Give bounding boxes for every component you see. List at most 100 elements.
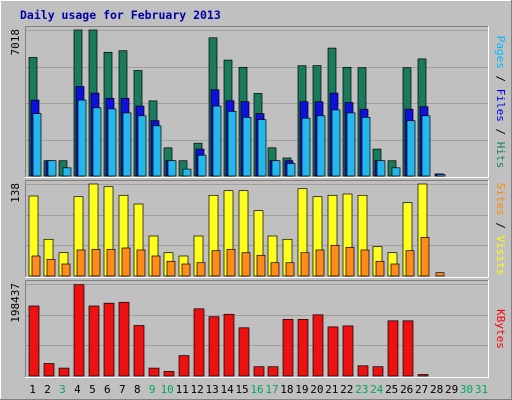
- bar-pages-day-26: [406, 120, 416, 177]
- x-tick-label-day-15: 15: [235, 383, 248, 396]
- x-tick-label-day-6: 6: [104, 383, 111, 396]
- bar-pages-day-16: [257, 119, 267, 177]
- bar-sites-day-15: [241, 252, 251, 277]
- bar-kbytes-day-25: [387, 320, 399, 377]
- bar-kbytes-day-2: [43, 363, 55, 377]
- bar-kbytes-day-20: [312, 314, 324, 377]
- bar-pages-day-4: [77, 99, 87, 177]
- panel-top: 7018 Pages / Files / Hits: [9, 26, 507, 178]
- bar-sites-day-25: [390, 263, 400, 277]
- bar-kbytes-day-11: [178, 355, 190, 377]
- bar-pages-day-9: [152, 125, 162, 177]
- bar-sites-day-10: [166, 260, 176, 277]
- bar-sites-day-3: [61, 263, 71, 277]
- bar-pages-day-3: [62, 167, 72, 177]
- bar-sites-day-7: [121, 247, 131, 277]
- bar-sites-day-18: [285, 262, 295, 277]
- bar-pages-day-20: [316, 115, 326, 177]
- x-axis-tick-labels: 1 2 3 4 5 6 7 8 9 10 11 12 13 14 15 16 17 18 19 20 21 22 23 24 2…: [29, 383, 488, 396]
- bar-kbytes-day-5: [88, 305, 100, 377]
- x-tick-label-day-8: 8: [134, 383, 141, 396]
- bar-pages-day-23: [361, 116, 371, 177]
- bar-sites-day-4: [76, 249, 86, 277]
- bar-sites-day-12: [196, 262, 206, 277]
- bar-sites-day-20: [315, 249, 325, 277]
- bar-kbytes-day-9: [148, 367, 160, 377]
- bar-pages-day-13: [212, 105, 222, 177]
- bar-pages-day-12: [197, 154, 207, 177]
- bar-pages-day-2: [47, 160, 57, 177]
- bar-pages-day-25: [391, 167, 401, 177]
- legend-part: KBytes: [494, 309, 507, 349]
- legend-part: Visits: [494, 236, 507, 276]
- legend-part: /: [494, 216, 507, 236]
- bar-kbytes-day-26: [402, 320, 414, 377]
- x-tick-label-day-23: 23: [355, 383, 368, 396]
- bar-kbytes-day-27: [417, 374, 429, 377]
- x-tick-label-day-24: 24: [370, 383, 384, 396]
- bar-sites-day-27: [420, 236, 430, 277]
- bar-kbytes-day-19: [297, 319, 309, 377]
- x-tick-label-day-16: 16: [250, 383, 263, 396]
- bar-pages-day-7: [122, 112, 132, 177]
- bar-pages-day-18: [286, 163, 296, 177]
- bar-kbytes-day-17: [267, 366, 279, 377]
- bar-pages-day-27: [421, 115, 431, 177]
- bar-pages-day-21: [331, 109, 341, 177]
- bar-sites-day-5: [91, 248, 101, 277]
- bar-pages-day-15: [242, 116, 252, 177]
- bar-sites-day-24: [375, 260, 385, 277]
- bar-kbytes-day-16: [253, 366, 265, 377]
- bar-kbytes-day-15: [238, 327, 250, 377]
- bar-pages-day-14: [227, 111, 237, 177]
- x-tick-label-day-4: 4: [74, 383, 81, 396]
- bar-sites-day-22: [345, 246, 355, 277]
- chart-title: Daily usage for February 2013: [20, 8, 221, 22]
- bar-sites-day-1: [31, 255, 41, 277]
- bar-kbytes-day-23: [357, 365, 369, 377]
- bar-sites-day-2: [46, 258, 56, 277]
- panel-middle-max-label: 138: [9, 183, 22, 203]
- x-tick-label-day-31: 31: [475, 383, 488, 396]
- x-tick-label-day-17: 17: [265, 383, 278, 396]
- bar-sites-day-21: [330, 244, 340, 277]
- panel-middle-legend-label: Sites / Visits: [494, 183, 507, 276]
- x-tick-label-day-2: 2: [44, 383, 51, 396]
- bar-pages-day-1: [32, 113, 42, 177]
- bar-sites-day-19: [300, 252, 310, 277]
- bar-kbytes-day-4: [73, 284, 85, 377]
- legend-part: /: [494, 122, 507, 142]
- x-tick-label-day-14: 14: [220, 383, 234, 396]
- x-tick-label-day-30: 30: [460, 383, 473, 396]
- bar-kbytes-day-18: [282, 319, 294, 377]
- x-tick-label-day-25: 25: [385, 383, 398, 396]
- bar-sites-day-14: [226, 248, 236, 277]
- x-tick-label-day-22: 22: [340, 383, 353, 396]
- x-tick-label-day-19: 19: [295, 383, 308, 396]
- bar-kbytes-day-8: [133, 325, 145, 377]
- bar-kbytes-day-13: [208, 316, 220, 377]
- chart-panels: 7018 Pages / Files / Hits 138 Sites / Visit…: [9, 26, 507, 378]
- bar-kbytes-day-10: [163, 371, 175, 377]
- bar-pages-day-11: [182, 168, 192, 177]
- bar-sites-day-11: [181, 263, 191, 277]
- panel-top-legend-label: Pages / Files / Hits: [494, 36, 507, 169]
- bar-sites-day-8: [136, 249, 146, 277]
- x-tick-label-day-13: 13: [205, 383, 218, 396]
- panel-bottom: 198437 KBytes: [9, 280, 507, 378]
- bar-pages-day-17: [271, 160, 281, 177]
- panel-bottom-max-label: 198437: [9, 283, 22, 323]
- bar-kbytes-day-3: [58, 367, 70, 377]
- bar-sites-day-13: [211, 250, 221, 277]
- panel-bottom-legend-label: KBytes: [494, 309, 507, 349]
- bar-pages-day-8: [137, 115, 147, 177]
- x-tick-label-day-1: 1: [29, 383, 36, 396]
- x-tick-label-day-18: 18: [280, 383, 293, 396]
- x-tick-label-day-26: 26: [400, 383, 413, 396]
- legend-part: Pages: [494, 36, 507, 69]
- bar-sites-day-26: [405, 250, 415, 277]
- panel-middle: 138 Sites / Visits: [9, 180, 507, 278]
- bar-pages-day-28: [436, 174, 446, 177]
- x-tick-label-day-7: 7: [119, 383, 126, 396]
